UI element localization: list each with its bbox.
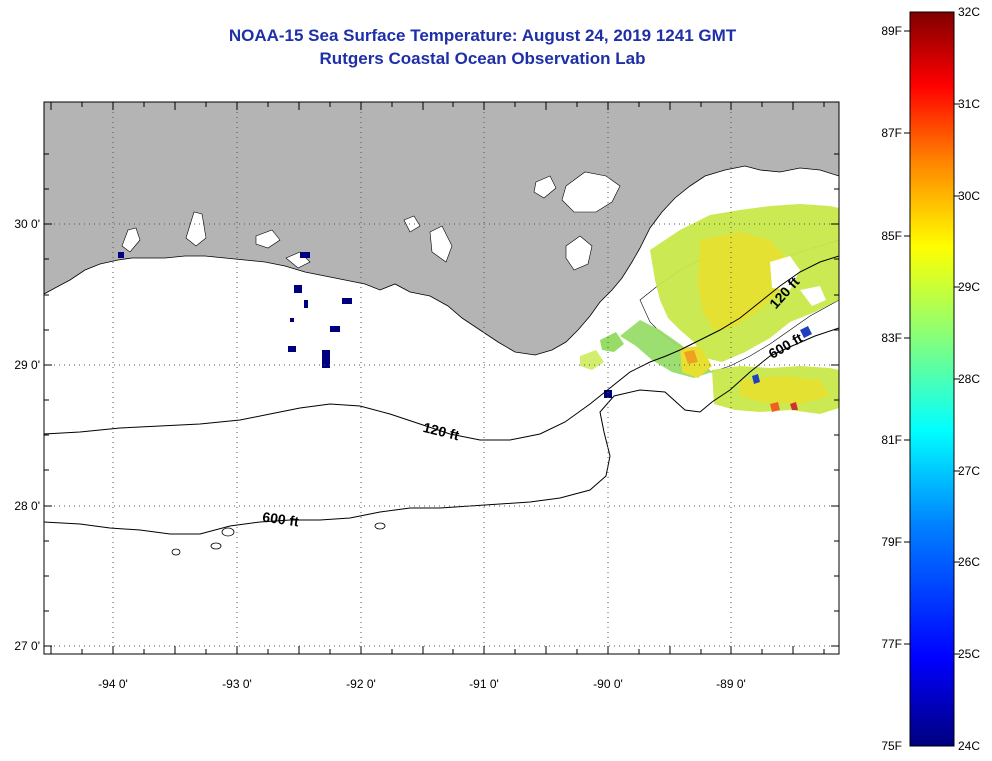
lake: [121, 227, 141, 253]
colorbar-label-f: 85F: [881, 229, 902, 243]
cold-pixels: [118, 252, 612, 398]
lon-label: -91 0': [469, 677, 499, 691]
colorbar-label-f: 89F: [881, 24, 902, 38]
lake: [561, 171, 621, 213]
colorbar-label-c: 29C: [958, 280, 980, 294]
lake: [255, 229, 281, 249]
lat-label: 28 0': [14, 499, 40, 513]
contour-120ft: [44, 349, 681, 441]
lon-label: -94 0': [98, 677, 128, 691]
colorbar-label-c: 26C: [958, 555, 980, 569]
lake: [429, 225, 453, 263]
lon-label: -90 0': [593, 677, 623, 691]
colorbar-label-c: 24C: [958, 739, 980, 753]
map-frame: [43, 101, 840, 655]
colorbar-label-f: 83F: [881, 331, 902, 345]
colorbar-label-c: 28C: [958, 372, 980, 386]
graticule: [44, 102, 839, 654]
tick-marks: [44, 102, 839, 654]
colorbar-label-c: 32C: [958, 5, 980, 19]
colorbar: [909, 11, 955, 747]
colorbar-label-c: 30C: [958, 189, 980, 203]
colorbar-label-f: 79F: [881, 535, 902, 549]
lake: [403, 215, 421, 233]
colorbar-label-f: 77F: [881, 637, 902, 651]
colorbar-label-c: 27C: [958, 464, 980, 478]
colorbar-label-f: 81F: [881, 433, 902, 447]
bank-islands: [171, 522, 386, 556]
contour-120ft-east: [679, 255, 839, 351]
cloud-gap: [800, 286, 826, 306]
lon-label: -93 0': [222, 677, 252, 691]
lake: [565, 235, 593, 271]
contour-600ft: [44, 327, 839, 535]
map-title: NOAA-15 Sea Surface Temperature: August …: [228, 26, 737, 45]
lon-label: -92 0': [346, 677, 376, 691]
lon-label: -89 0': [716, 677, 746, 691]
colorbar-label-c: 31C: [958, 97, 980, 111]
lat-label: 30 0': [14, 217, 40, 231]
cloud-gap: [770, 256, 800, 290]
colorbar-label-f: 75F: [881, 739, 902, 753]
colorbar-label-f: 87F: [881, 126, 902, 140]
lat-label: 29 0': [14, 358, 40, 372]
lake: [185, 211, 207, 247]
colorbar-label-c: 25C: [958, 647, 980, 661]
lat-label: 27 0': [14, 639, 40, 653]
map-subtitle: Rutgers Coastal Ocean Observation Lab: [319, 49, 646, 68]
colorbar-ticks: [904, 30, 960, 655]
contour-label: 600 ft: [261, 509, 300, 530]
lake: [533, 175, 557, 199]
